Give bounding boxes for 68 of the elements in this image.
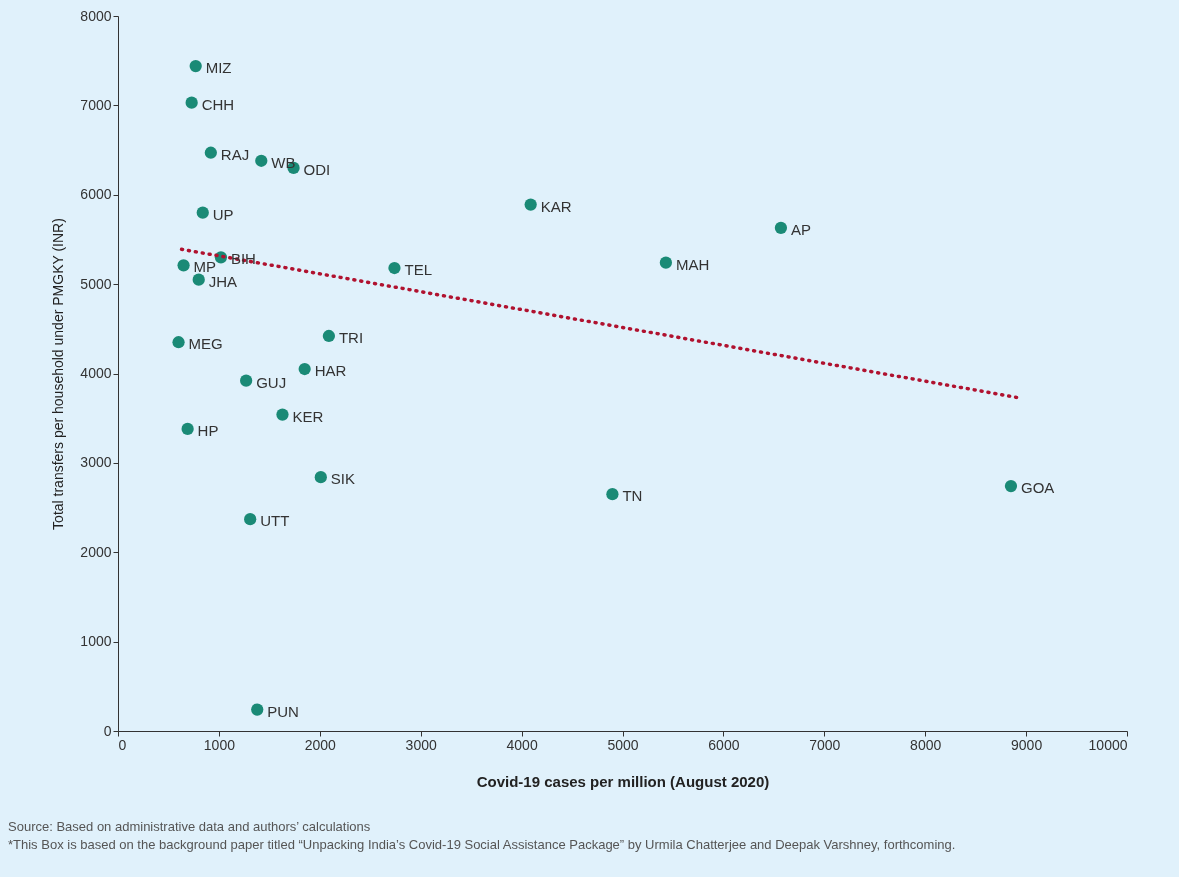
annotation: UTT — [260, 512, 290, 530]
annotation: RAJ — [220, 145, 250, 163]
point — [255, 154, 268, 167]
annotation: GUJ — [256, 373, 287, 391]
y-tick-label: 7000 — [80, 96, 112, 113]
y-tick-label: 6000 — [80, 186, 112, 203]
point — [314, 471, 327, 484]
annotation: KAR — [540, 197, 572, 215]
point — [185, 96, 198, 109]
x-tick-label: 1000 — [203, 736, 236, 753]
annotation: UP — [212, 205, 234, 223]
annotation: WB — [271, 153, 296, 171]
annotation: SIK — [330, 470, 355, 488]
y-tick-label: 4000 — [80, 365, 112, 381]
annotation: MIZ — [205, 59, 232, 77]
point — [196, 206, 209, 219]
annotation: MAH — [675, 255, 710, 273]
annotation: HAR — [314, 362, 347, 380]
x-tick-label: 7000 — [809, 736, 841, 753]
x-tick-label: 5000 — [607, 736, 639, 753]
point — [659, 256, 673, 269]
annotation: CHH — [201, 95, 235, 113]
point — [189, 59, 202, 73]
source-note: Source: Based on administrative data and authors’ calculations — [8, 818, 372, 836]
point — [204, 146, 217, 159]
point — [181, 422, 194, 436]
annotation: TRI — [338, 328, 364, 346]
annotation: MEG — [188, 335, 223, 353]
annotation: HP — [197, 421, 219, 439]
point — [298, 362, 311, 376]
annotation: PUN — [267, 702, 299, 720]
x-tick-label: 9000 — [1011, 736, 1043, 753]
annotation: AP — [790, 220, 811, 238]
y-tick-label: 2000 — [80, 543, 112, 560]
point — [244, 513, 257, 526]
y-tick-label: 3000 — [80, 454, 112, 471]
x-tick-label: 3000 — [405, 736, 437, 753]
annotation: TEL — [404, 261, 432, 279]
point — [177, 259, 190, 272]
point — [192, 273, 205, 286]
x-tick-label: 8000 — [910, 736, 942, 753]
point — [1004, 480, 1018, 493]
x-tick-label: 10000 — [1088, 736, 1128, 753]
annotation: KER — [292, 407, 324, 425]
x-tick-label: 0 — [118, 736, 127, 753]
point — [276, 408, 289, 421]
y-tick-label: 0 — [103, 722, 112, 739]
point — [774, 221, 788, 234]
point — [251, 703, 264, 716]
annotation: GOA — [1020, 479, 1055, 497]
annotation: ODI — [303, 160, 331, 178]
x-tick-label: 2000 — [304, 736, 337, 753]
annotation: BIH — [230, 250, 256, 268]
y-tick-label: 1000 — [80, 633, 112, 650]
point — [524, 198, 537, 211]
point — [240, 374, 253, 387]
x-axis-title: Covid-19 cases per million (August 2020) — [476, 772, 770, 790]
point — [606, 488, 619, 501]
annotation: TN — [622, 487, 643, 505]
point — [322, 329, 335, 343]
y-tick-label: 5000 — [80, 275, 112, 292]
text: *This Box is based on the background paper titled “Unpacking India’s Covid-19 Social Assistance Package” by Urmila Chatterjee and Deepak Varshney, forthcoming. — [8, 836, 956, 854]
point — [388, 261, 401, 275]
y-tick-label: 8000 — [80, 7, 112, 24]
y-axis-title: Total transfers per household under PMGKY (INR) — [50, 218, 67, 530]
point — [172, 336, 185, 349]
x-tick-label: 6000 — [708, 736, 740, 753]
x-tick-label: 4000 — [506, 736, 538, 753]
